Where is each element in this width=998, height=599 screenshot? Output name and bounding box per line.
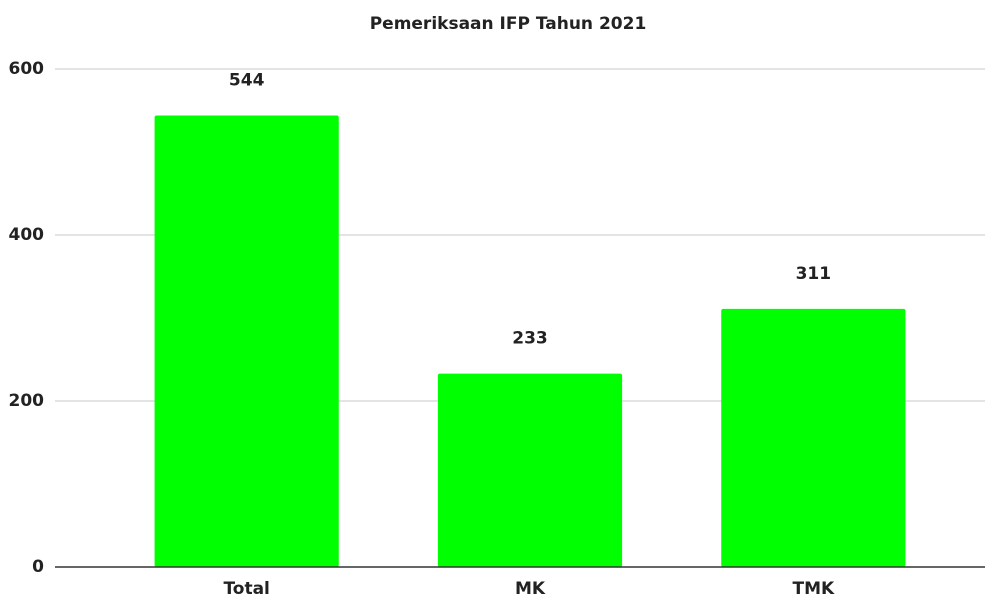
bar	[721, 308, 906, 567]
y-tick-label: 600	[9, 59, 45, 79]
y-tick-label: 0	[32, 557, 44, 577]
x-tick-label: MK	[515, 579, 546, 599]
bar	[154, 115, 339, 567]
x-tick-label: Total	[223, 579, 269, 599]
data-label: 311	[796, 264, 832, 284]
data-label: 233	[512, 329, 548, 349]
data-label: 544	[229, 70, 265, 90]
y-tick-label: 400	[9, 225, 45, 245]
bar	[437, 373, 623, 567]
y-tick-label: 200	[9, 391, 45, 411]
chart-title: Pemeriksaan IFP Tahun 2021	[370, 14, 647, 34]
x-tick-label: TMK	[792, 579, 835, 599]
